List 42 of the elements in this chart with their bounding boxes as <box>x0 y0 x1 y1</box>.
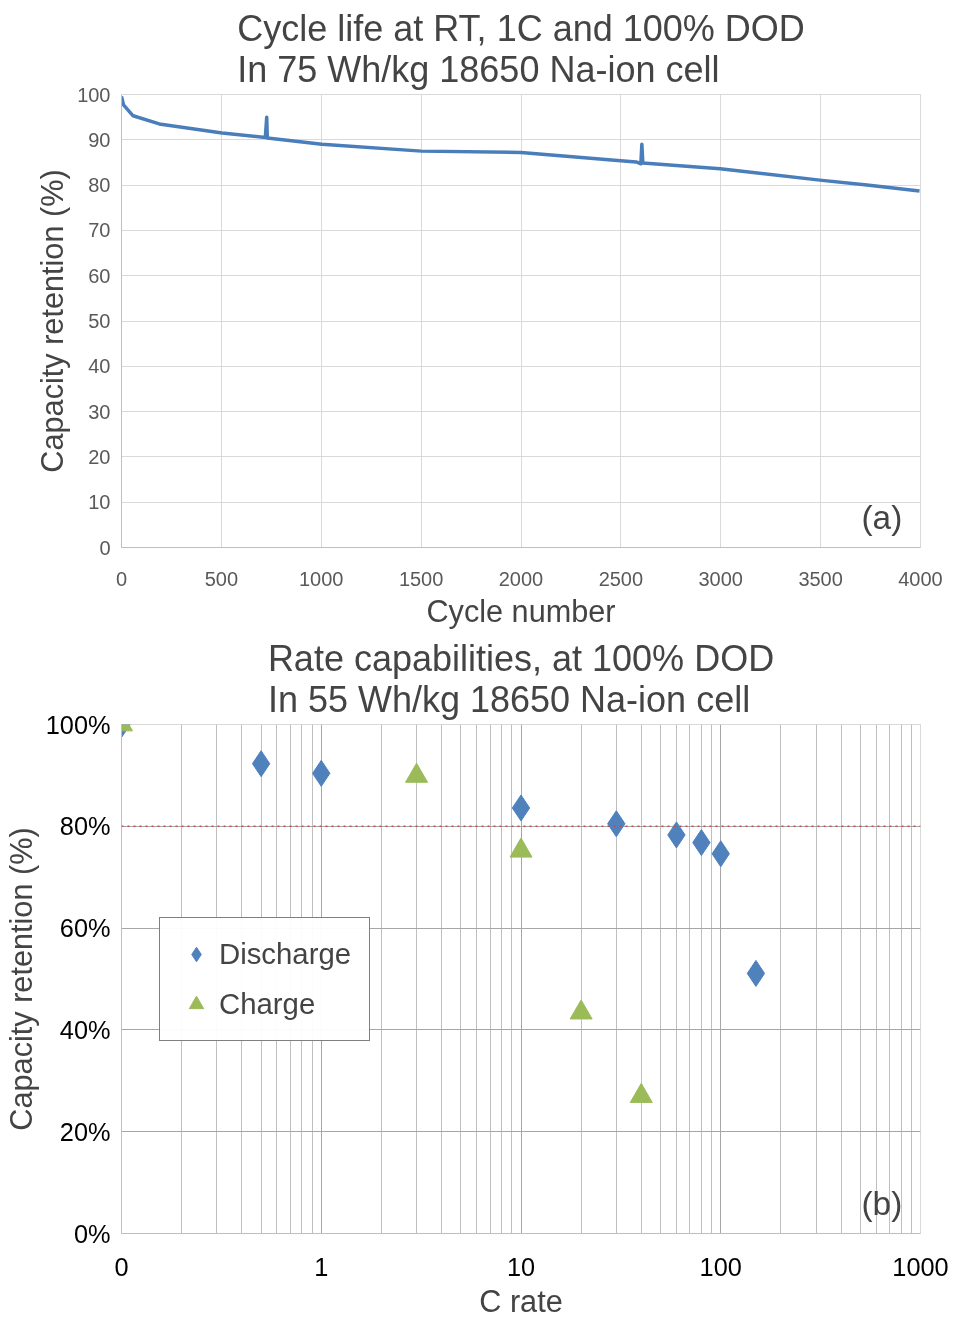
x-tick-label: 10 <box>506 1252 536 1281</box>
x-tick-label: 100 <box>699 1252 742 1281</box>
y-tick-label: 20% <box>59 1117 111 1146</box>
annotation: (b) <box>861 1184 903 1222</box>
y-tick-label: 20 <box>88 445 111 468</box>
x-axis-title: C rate <box>479 1283 563 1318</box>
x-tick-label: 0 <box>115 567 128 590</box>
y-tick-label: 80% <box>59 812 111 841</box>
y-tick-label: 60 <box>88 264 111 287</box>
x-tick-label: 0 <box>114 1252 129 1281</box>
y-tick-label: 70 <box>88 219 111 242</box>
chart-title: Rate capabilities, at 100% DOD In 55 Wh/kg 18650 Na-ion cell <box>267 637 775 720</box>
x-tick-label: 500 <box>204 567 239 590</box>
x-tick-label: 1 <box>314 1252 329 1281</box>
y-tick-label: 10 <box>88 491 111 514</box>
y-tick-label: 60% <box>59 914 111 943</box>
y-tick-label: 0 <box>99 536 111 559</box>
x-tick-label: 2500 <box>598 567 644 590</box>
x-tick-label: 3000 <box>698 567 743 590</box>
y-tick-label: 90 <box>88 128 111 151</box>
x-tick-label: 4000 <box>898 567 943 590</box>
x-axis-title: Cycle number <box>426 593 616 629</box>
y-tick-label: 100% <box>45 710 111 739</box>
x-tick-label: 2000 <box>498 567 544 590</box>
y-tick-label: 40% <box>59 1015 111 1044</box>
y-tick-label: 100 <box>77 83 111 106</box>
x-tick-label: 1000 <box>299 567 344 590</box>
y-tick-label: 50 <box>88 310 111 332</box>
y-tick-label: 30 <box>88 400 111 423</box>
y-tick-label: 40 <box>88 355 111 378</box>
annotation: (a) <box>861 498 903 536</box>
legend-label: Charge <box>219 986 316 1021</box>
y-axis-title: Capacity retention (%) <box>3 827 39 1131</box>
y-tick-label: 80 <box>88 174 111 197</box>
line-series <box>121 94 921 193</box>
x-tick-label: 1500 <box>398 567 444 590</box>
chart-title: Cycle life at RT, 1C and 100% DOD In 75 Wh/kg 18650 Na-ion cell <box>237 7 805 90</box>
y-tick-label: 0% <box>73 1219 111 1248</box>
x-tick-label: 3500 <box>798 567 843 590</box>
y-axis-title: Capacity retention (%) <box>35 169 71 473</box>
legend-label: Discharge <box>219 936 352 971</box>
x-tick-label: 1000 <box>892 1252 949 1281</box>
